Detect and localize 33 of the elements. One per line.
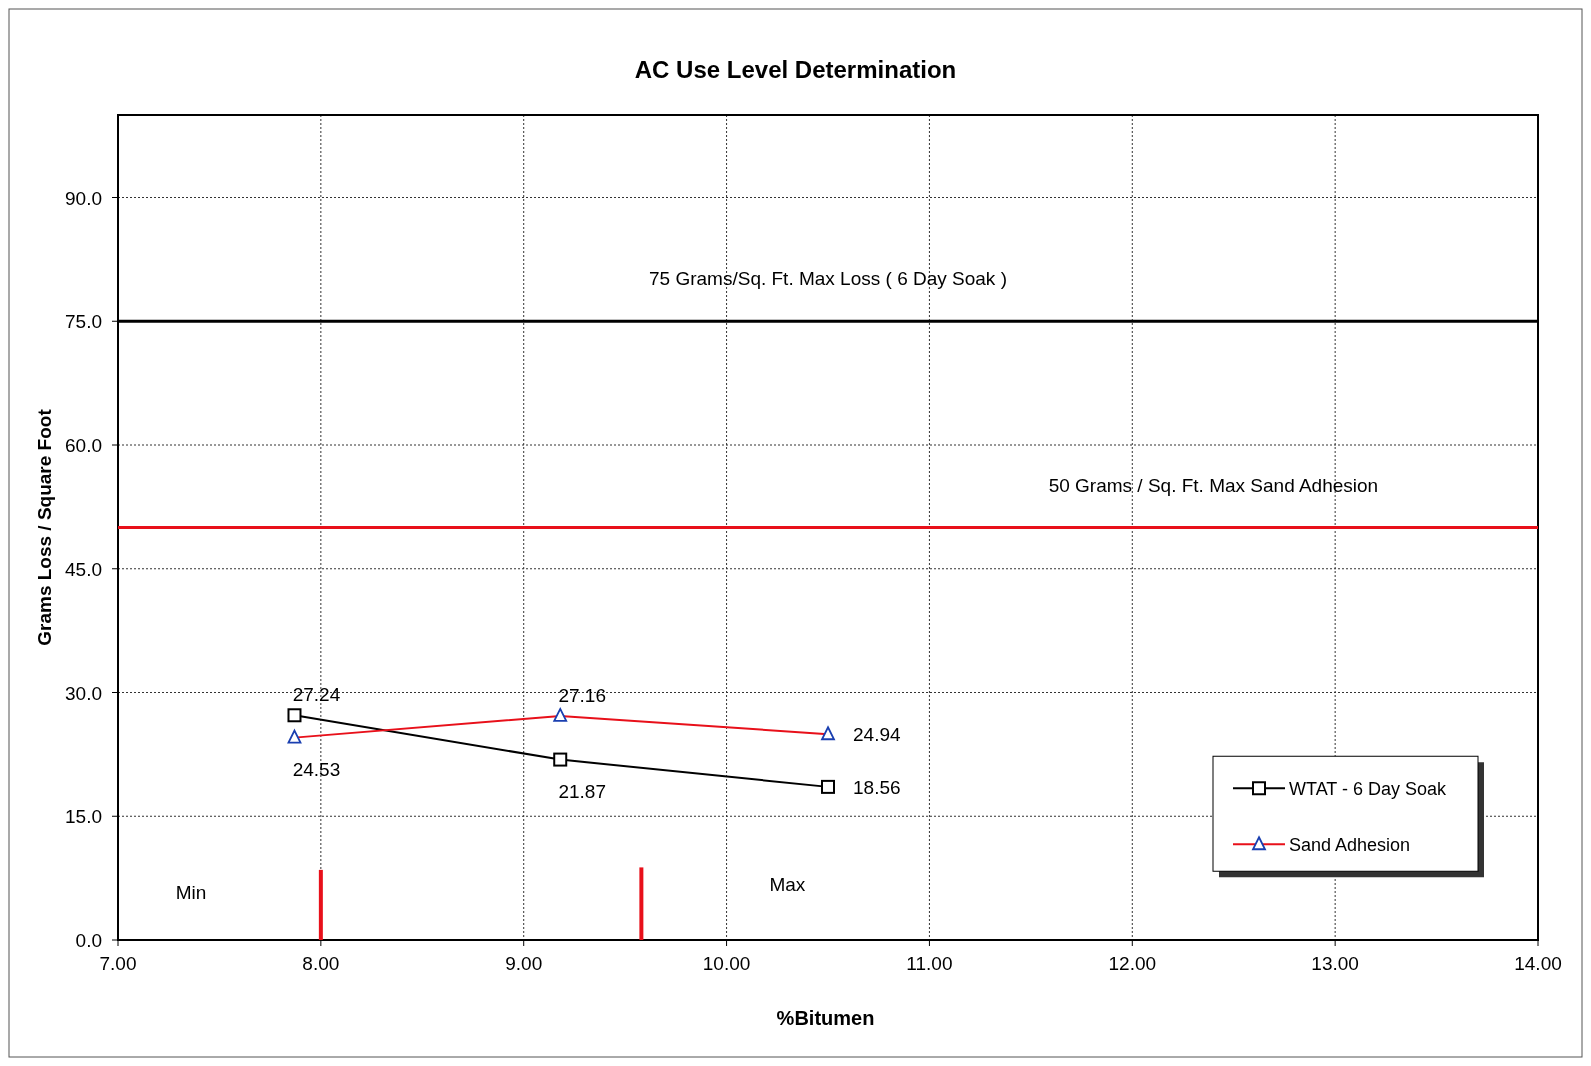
point (821, 779, 835, 794)
point (287, 708, 302, 723)
data-label: 27.24 (292, 684, 341, 706)
x-tick-label: 10.00 (702, 953, 751, 974)
y-tick-label: 90.0 (65, 187, 102, 209)
data-label: 24.53 (292, 758, 341, 780)
point (553, 752, 568, 767)
y-tick-label: 15.0 (65, 806, 102, 828)
x-tick-label: 9.00 (505, 953, 543, 974)
x-tick-label: 11.00 (906, 953, 953, 974)
annotation: Max (769, 873, 806, 895)
data-label: 21.87 (558, 780, 606, 802)
x-tick-label: 14.00 (1514, 953, 1562, 974)
y-tick-label: 30.0 (65, 682, 102, 704)
legend-label: WTAT - 6 Day Soak (1289, 779, 1448, 800)
ref-line-label: 75 Grams/Sq. Ft. Max Loss ( 6 Day Soak ) (649, 268, 1007, 290)
ref-line-label: 50 Grams / Sq. Ft. Max Sand Adhesion (1048, 474, 1379, 496)
x-tick-label: 7.00 (99, 953, 137, 974)
annotation: Min (175, 881, 207, 903)
x-tick-label: 12.00 (1108, 953, 1157, 974)
data-label: 27.16 (558, 684, 606, 706)
data-label: 24.94 (853, 724, 901, 746)
x-tick-label: 8.00 (302, 953, 340, 974)
y-tick-label: 0.0 (75, 930, 102, 951)
x-axis-title: %Bitumen (776, 1007, 875, 1029)
y-tick-label: 75.0 (65, 311, 102, 333)
x-tick-label: 13.00 (1311, 953, 1359, 974)
y-axis-title: Grams Loss / Square Foot (34, 408, 55, 646)
y-tick-label: 60.0 (65, 435, 102, 456)
y-tick-label: 45.0 (65, 558, 102, 580)
data-label: 18.56 (853, 776, 901, 798)
chart-title: AC Use Level Determination (634, 56, 957, 83)
legend-label: Sand Adhesion (1289, 835, 1411, 856)
